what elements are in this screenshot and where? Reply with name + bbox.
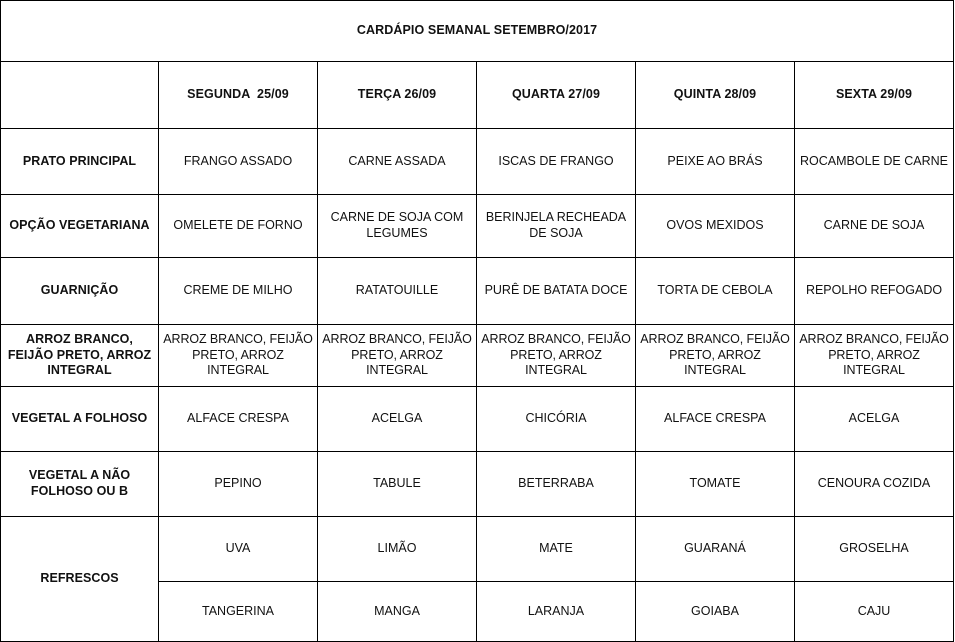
cell-refresco2-quarta: LARANJA (476, 581, 636, 642)
cell-refresco2-sexta: CAJU (793, 581, 955, 642)
cell-vegetariana-segunda: OMELETE DE FORNO (158, 194, 318, 258)
cell-refresco1-sexta: GROSELHA (793, 516, 955, 582)
cell-vegetariana-terca: CARNE DE SOJA COM LEGUMES (317, 194, 477, 258)
cell-folhoso-terca: ACELGA (317, 386, 477, 452)
cell-arroz-quarta: ARROZ BRANCO, FEIJÃO PRETO, ARROZ INTEGR… (476, 324, 636, 387)
cell-arroz-terca: ARROZ BRANCO, FEIJÃO PRETO, ARROZ INTEGR… (317, 324, 477, 387)
cell-prato-quinta: PEIXE AO BRÁS (635, 128, 795, 195)
cell-prato-sexta: ROCAMBOLE DE CARNE (793, 128, 955, 195)
row-label-refrescos: REFRESCOS (0, 516, 159, 642)
cell-naofolhoso-terca: TABULE (317, 451, 477, 517)
table-row: PRATO PRINCIPAL FRANGO ASSADO CARNE ASSA… (0, 128, 955, 195)
cell-prato-quarta: ISCAS DE FRANGO (476, 128, 636, 195)
cell-refresco2-quinta: GOIABA (635, 581, 795, 642)
table-row: GUARNIÇÃO CREME DE MILHO RATATOUILLE PUR… (0, 257, 955, 325)
cell-refresco1-terca: LIMÃO (317, 516, 477, 582)
day-header-terca: TERÇA 26/09 (317, 61, 477, 129)
cell-naofolhoso-quarta: BETERRABA (476, 451, 636, 517)
cell-refresco1-quinta: GUARANÁ (635, 516, 795, 582)
cell-arroz-segunda: ARROZ BRANCO, FEIJÃO PRETO, ARROZ INTEGR… (158, 324, 318, 387)
page-title: CARDÁPIO SEMANAL SETEMBRO/2017 (0, 0, 955, 62)
cell-vegetariana-quinta: OVOS MEXIDOS (635, 194, 795, 258)
cell-folhoso-segunda: ALFACE CRESPA (158, 386, 318, 452)
row-label-guarnicao: GUARNIÇÃO (0, 257, 159, 325)
table-row: VEGETAL A FOLHOSO ALFACE CRESPA ACELGA C… (0, 386, 955, 452)
title-row: CARDÁPIO SEMANAL SETEMBRO/2017 (0, 0, 955, 62)
cell-guarnicao-terca: RATATOUILLE (317, 257, 477, 325)
cell-vegetariana-quarta: BERINJELA RECHEADA DE SOJA (476, 194, 636, 258)
cell-refresco1-quarta: MATE (476, 516, 636, 582)
cell-refresco2-terca: MANGA (317, 581, 477, 642)
cell-prato-terca: CARNE ASSADA (317, 128, 477, 195)
row-label-vegetal-a-nao-folhoso: VEGETAL A NÃO FOLHOSO OU B (0, 451, 159, 517)
cell-folhoso-quarta: CHICÓRIA (476, 386, 636, 452)
row-label-arroz-feijao: ARROZ BRANCO, FEIJÃO PRETO, ARROZ INTEGR… (0, 324, 159, 387)
cell-arroz-sexta: ARROZ BRANCO, FEIJÃO PRETO, ARROZ INTEGR… (793, 324, 955, 387)
cell-naofolhoso-segunda: PEPINO (158, 451, 318, 517)
cell-naofolhoso-sexta: CENOURA COZIDA (793, 451, 955, 517)
day-header-sexta: SEXTA 29/09 (793, 61, 955, 129)
row-label-prato-principal: PRATO PRINCIPAL (0, 128, 159, 195)
day-header-quarta: QUARTA 27/09 (476, 61, 636, 129)
cell-refresco1-segunda: UVA (158, 516, 318, 582)
table-row: OPÇÃO VEGETARIANA OMELETE DE FORNO CARNE… (0, 194, 955, 258)
row-label-vegetal-a-folhoso: VEGETAL A FOLHOSO (0, 386, 159, 452)
day-header-quinta: QUINTA 28/09 (635, 61, 795, 129)
table-row: ARROZ BRANCO, FEIJÃO PRETO, ARROZ INTEGR… (0, 324, 955, 387)
cell-prato-segunda: FRANGO ASSADO (158, 128, 318, 195)
cell-guarnicao-quinta: TORTA DE CEBOLA (635, 257, 795, 325)
cell-guarnicao-quarta: PURÊ DE BATATA DOCE (476, 257, 636, 325)
day-header-segunda: SEGUNDA 25/09 (158, 61, 318, 129)
cell-guarnicao-segunda: CREME DE MILHO (158, 257, 318, 325)
cell-naofolhoso-quinta: TOMATE (635, 451, 795, 517)
cell-folhoso-quinta: ALFACE CRESPA (635, 386, 795, 452)
cell-folhoso-sexta: ACELGA (793, 386, 955, 452)
cell-arroz-quinta: ARROZ BRANCO, FEIJÃO PRETO, ARROZ INTEGR… (635, 324, 795, 387)
row-label-opcao-vegetariana: OPÇÃO VEGETARIANA (0, 194, 159, 258)
table-row: VEGETAL A NÃO FOLHOSO OU B PEPINO TABULE… (0, 451, 955, 517)
cell-refresco2-segunda: TANGERINA (158, 581, 318, 642)
header-row: SEGUNDA 25/09 TERÇA 26/09 QUARTA 27/09 Q… (0, 61, 955, 129)
corner-blank-cell (0, 61, 159, 129)
table-row: REFRESCOS UVA LIMÃO MATE GUARANÁ GROSELH… (0, 516, 955, 642)
cell-guarnicao-sexta: REPOLHO REFOGADO (793, 257, 955, 325)
cell-vegetariana-sexta: CARNE DE SOJA (793, 194, 955, 258)
